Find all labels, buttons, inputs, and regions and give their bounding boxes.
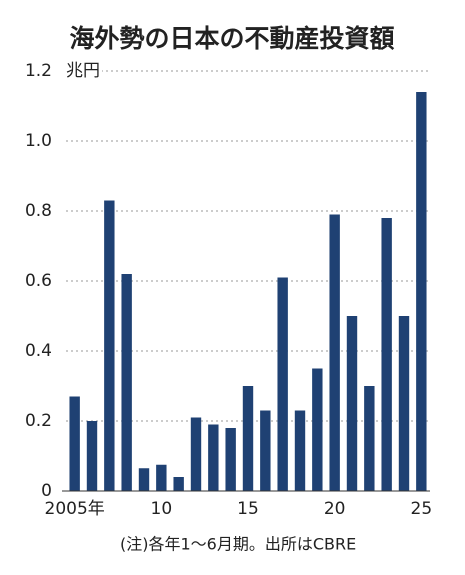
bar xyxy=(260,410,271,491)
x-tick-label: 20 xyxy=(324,499,346,519)
y-tick-label: 1.2 xyxy=(25,61,52,81)
bar xyxy=(208,424,219,491)
chart-note: (注)各年1～6月期。出所はCBRE xyxy=(120,535,356,554)
bar xyxy=(294,410,306,491)
y-tick-label: 0.6 xyxy=(25,271,52,291)
x-tick-label: 10 xyxy=(151,499,173,519)
x-tick-label: 25 xyxy=(411,499,433,519)
bar xyxy=(416,92,427,491)
bar xyxy=(312,368,323,491)
x-tick-label: 15 xyxy=(237,499,259,519)
bar xyxy=(277,277,288,491)
bar xyxy=(121,274,132,491)
bar xyxy=(329,214,340,491)
bar xyxy=(156,464,167,491)
unit-label: 兆円 xyxy=(66,61,100,81)
bar xyxy=(190,417,202,491)
bar xyxy=(225,428,236,491)
x-tick-label: 2005年 xyxy=(45,499,105,519)
bar xyxy=(364,386,375,491)
bar xyxy=(398,316,410,491)
bar xyxy=(242,386,254,491)
y-tick-label: 1.0 xyxy=(25,131,52,151)
chart-title: 海外勢の日本の不動産投資額 xyxy=(69,24,394,53)
bar xyxy=(138,468,150,491)
y-tick-label: 0.2 xyxy=(25,411,52,431)
bar xyxy=(86,421,98,491)
y-tick-label: 0.8 xyxy=(25,201,52,221)
y-tick-label: 0 xyxy=(41,481,52,501)
bar xyxy=(173,477,184,491)
bar xyxy=(69,396,80,491)
y-tick-label: 0.4 xyxy=(25,341,52,361)
unit-bg xyxy=(62,60,102,82)
bar xyxy=(104,200,115,491)
bar xyxy=(381,218,392,491)
bar xyxy=(346,316,358,491)
